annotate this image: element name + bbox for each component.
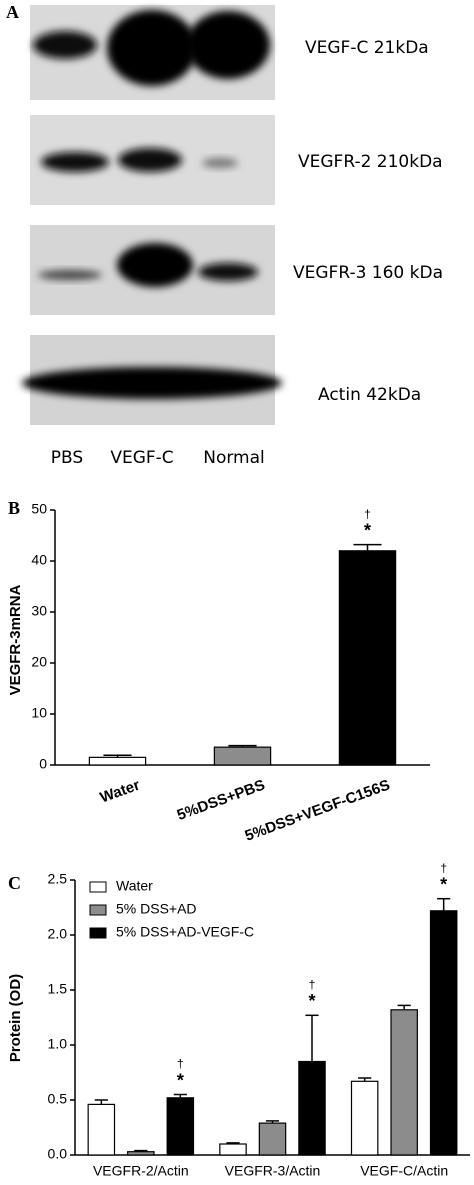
y-tick-label: 0.5 [48, 1091, 68, 1107]
significance-dagger: † [309, 977, 316, 991]
band [202, 158, 238, 168]
y-tick-label: 40 [31, 552, 47, 568]
blot-label: VEGFR-3 160 kDa [293, 263, 443, 283]
bar [338, 550, 397, 766]
band [198, 263, 258, 281]
legend-label: 5% DSS+AD-VEGF-C [116, 924, 254, 940]
significance-dagger: † [364, 507, 371, 521]
bar [88, 756, 147, 766]
band [186, 11, 270, 79]
significance-dagger: † [177, 1057, 184, 1071]
bar [429, 910, 458, 1156]
panel-label: A [6, 2, 19, 22]
band [38, 270, 102, 280]
significance: * [364, 520, 371, 540]
y-tick-label: 50 [31, 501, 47, 517]
bar [219, 1143, 247, 1156]
band [118, 148, 182, 172]
bar [87, 1103, 116, 1156]
y-axis-label: VEGFR-3mRNA [7, 584, 24, 695]
significance: * [177, 1070, 184, 1090]
y-tick-label: 1.5 [48, 981, 68, 997]
x-tick-label: VEGFR-3/Actin [225, 1163, 321, 1179]
y-tick-label: 30 [31, 603, 47, 619]
x-tick-label: VEGF-C/Actin [360, 1163, 448, 1179]
bar [213, 746, 272, 766]
legend-swatch [89, 927, 107, 939]
y-tick-label: 1.0 [48, 1036, 68, 1052]
panel-label: B [8, 498, 20, 518]
panel-label: C [8, 873, 21, 893]
band [41, 152, 109, 172]
y-tick-label: 20 [31, 654, 47, 670]
significance: * [440, 874, 447, 894]
significance-dagger: † [440, 861, 447, 875]
y-tick-label: 2.5 [48, 871, 68, 887]
band [107, 10, 197, 86]
bar [127, 1151, 155, 1156]
blot-label: VEGF-C 21kDa [305, 38, 429, 58]
legend-label: Water [116, 878, 153, 894]
lane-label: Normal [203, 448, 265, 468]
blots [22, 5, 282, 425]
significance: * [308, 991, 315, 1011]
bar [258, 1122, 287, 1156]
legend-swatch [89, 881, 107, 893]
legend-label: 5% DSS+AD [116, 901, 197, 917]
x-tick-label: Water [98, 776, 143, 806]
y-tick-label: 10 [31, 705, 47, 721]
lane-label: VEGF-C [110, 448, 173, 468]
bar [350, 1080, 379, 1156]
y-tick-label: 0 [39, 756, 47, 772]
bar [298, 1060, 326, 1156]
lane-label: PBS [51, 448, 83, 468]
band [22, 367, 282, 399]
bar [166, 1097, 195, 1156]
bar [390, 1009, 418, 1156]
band [33, 31, 97, 59]
blot-label: Actin 42kDa [318, 385, 421, 405]
y-tick-label: 0.0 [48, 1146, 68, 1162]
band [117, 243, 193, 287]
x-tick-label: VEGFR-2/Actin [93, 1163, 189, 1179]
legend-swatch [89, 904, 107, 916]
blot-label: VEGFR-2 210kDa [298, 152, 443, 172]
y-axis-label: Protein (OD) [7, 974, 24, 1062]
x-tick-label: 5%DSS+PBS [175, 777, 267, 824]
y-tick-label: 2.0 [48, 926, 68, 942]
